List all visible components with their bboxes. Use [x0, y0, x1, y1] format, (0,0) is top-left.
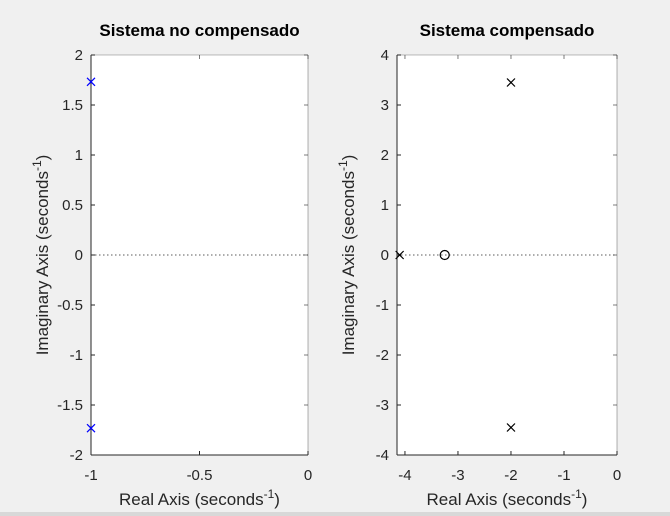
chart-2-axes: -4 -3 -2 -1 0 1 2 3 4 -4 -3 -2 -1 0 Sistema compensado… — [336, 21, 621, 509]
chart-1-x-tick-label: -1 — [84, 467, 97, 484]
chart-2-y-tick-label: 0 — [381, 247, 389, 264]
chart-2-x-axis-label: Real Axis (seconds-1) — [427, 487, 588, 509]
chart-1-pole-marker — [86, 423, 96, 433]
chart-2-pole-marker — [506, 423, 516, 432]
chart-1-y-tick-label: 1 — [75, 147, 83, 164]
chart-1-axes: -2 -1.5 -1 -0.5 0 0.5 1 1.5 2 -1 -0.5 0 Sistema no c… — [30, 21, 312, 509]
window-bottom-edge — [0, 512, 670, 516]
chart-1-y-tick-label: -2 — [70, 447, 83, 464]
chart-2-pole-marker — [395, 250, 405, 260]
chart-2-y-tick-label: -4 — [376, 447, 389, 464]
chart-1-x-axis-label: Real Axis (seconds-1) — [119, 487, 280, 509]
chart-2-y-tick-label: 4 — [381, 47, 389, 64]
chart-2-x-tick-label: -2 — [504, 467, 517, 484]
chart-1-y-tick-label: 0 — [75, 247, 83, 264]
chart-2-x-tick-label: -1 — [557, 467, 570, 484]
chart-2-y-tick-label: -1 — [376, 297, 389, 314]
chart-2-y-tick-label: 1 — [381, 197, 389, 214]
chart-1-y-axis-label: Imaginary Axis (seconds-1) — [30, 155, 52, 356]
chart-2-y-axis-label: Imaginary Axis (seconds-1) — [336, 155, 358, 356]
pole-stroke — [395, 250, 405, 260]
chart-2-y-tick-label: -2 — [376, 347, 389, 364]
chart-1-title: Sistema no compensado — [99, 21, 299, 40]
chart-2-y-tick-label: 2 — [381, 147, 389, 164]
pole-stroke — [506, 78, 516, 87]
chart-1-pole-marker — [86, 77, 96, 87]
chart-1-x-tick-label: 0 — [304, 467, 312, 484]
chart-2-y-tick-label: 3 — [381, 97, 389, 114]
chart-2-x-tick-label: 0 — [613, 467, 621, 484]
chart-1-x-tick-label: -0.5 — [187, 467, 213, 484]
chart-2-zero-marker — [439, 249, 450, 261]
chart-2-y-tick-label: -3 — [376, 397, 389, 414]
chart-1-y-tick-label: -1.5 — [57, 397, 83, 414]
chart-1-y-tick-label: -1 — [70, 347, 83, 364]
chart-1-y-tick-label: 2 — [75, 47, 83, 64]
chart-2-x-tick-label: -3 — [451, 467, 464, 484]
chart-1-y-tick-label: 0.5 — [62, 197, 83, 214]
pole-stroke — [86, 77, 96, 87]
pole-stroke — [86, 423, 96, 433]
chart-2-x-tick-label: -4 — [398, 467, 411, 484]
pole-stroke — [506, 423, 516, 432]
chart-1-y-tick-label: 1.5 — [62, 97, 83, 114]
chart-2-pole-marker — [506, 78, 516, 87]
chart-1-y-tick-label: -0.5 — [57, 297, 83, 314]
chart-2-title: Sistema compensado — [420, 21, 595, 40]
